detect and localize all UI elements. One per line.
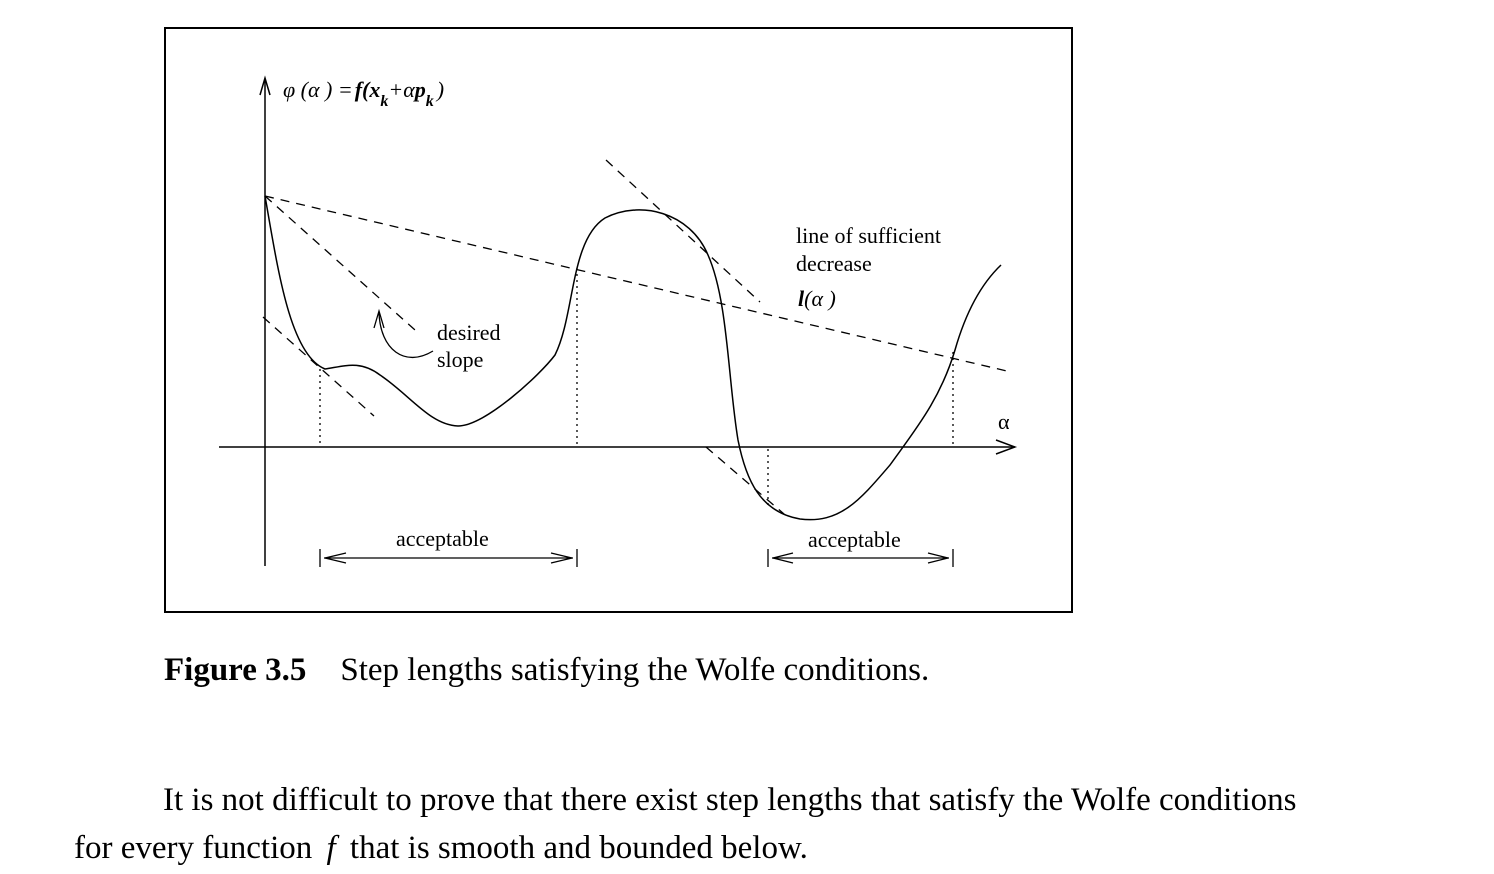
desired-slope-pointer	[378, 311, 434, 359]
desired-slope-pointer-head	[373, 308, 385, 329]
paragraph-line-2: for every function f that is smooth and …	[74, 824, 1434, 872]
tangent-line-valley	[705, 446, 785, 515]
x-axis-arrowhead	[995, 439, 1018, 455]
tangent-line-peak	[605, 159, 761, 303]
acceptable-right-arrowhead-start	[772, 552, 794, 564]
l-alpha-label: l(α )	[798, 286, 836, 311]
desired-slope-label: desired slope	[437, 320, 506, 372]
paragraph-line-2-end: that is smooth and bounded below.	[349, 830, 808, 866]
acceptable-label-left: acceptable	[396, 526, 489, 551]
function-variable: f	[326, 830, 336, 866]
figure-frame	[164, 27, 1073, 613]
tangent-line-left	[262, 316, 375, 417]
phi-axis-label: φ (α ) =f(xk+αpk)	[283, 77, 444, 110]
acceptable-left-arrowhead-end	[550, 552, 573, 564]
body-paragraph: It is not difficult to prove that there …	[74, 776, 1434, 872]
acceptable-label-right: acceptable	[808, 527, 901, 552]
paragraph-line-2-start: for every function	[74, 830, 313, 866]
figure-caption: Figure 3.5 Step lengths satisfying the Wo…	[164, 650, 929, 690]
acceptable-left-arrowhead-start	[324, 552, 347, 564]
acceptable-right-arrowhead-end	[927, 552, 949, 564]
sufficient-decrease-label: line of sufficient decrease	[796, 223, 947, 276]
initial-tangent-line	[264, 195, 416, 331]
phi-curve	[264, 195, 1002, 521]
paragraph-line-1: It is not difficult to prove that there …	[163, 782, 1297, 818]
y-axis-arrowhead	[259, 75, 271, 96]
alpha-axis-label: α	[998, 409, 1010, 434]
figure-caption-text: Step lengths satisfying the Wolfe condit…	[340, 652, 930, 688]
figure-label: Figure 3.5	[164, 652, 307, 688]
